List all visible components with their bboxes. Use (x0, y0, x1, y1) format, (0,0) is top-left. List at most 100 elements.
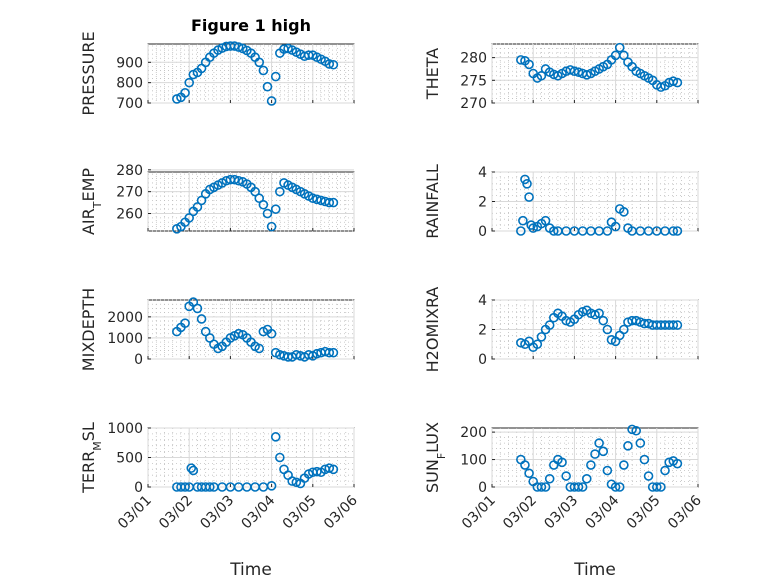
data-point (262, 81, 273, 92)
x-tick-label: 03/05 (624, 493, 664, 533)
y-tick-label: 0 (134, 480, 143, 496)
data-point (594, 308, 604, 319)
data-point (524, 468, 534, 479)
y-tick-label: 1000 (107, 421, 143, 437)
data-point (536, 332, 547, 342)
data-point (656, 82, 666, 92)
y-tick-label: 275 (460, 73, 487, 89)
data-point (602, 324, 613, 335)
data-point (672, 320, 683, 330)
data-point (581, 70, 592, 80)
data-point (262, 208, 273, 219)
data-point (619, 324, 629, 335)
data-point (186, 463, 197, 473)
y-axis-label: THETA (423, 48, 442, 100)
x-tick-label: 03/06 (321, 492, 361, 532)
data-point (258, 65, 269, 76)
data-point (672, 77, 683, 88)
axes-7: 0 500 1000 03/01 03/02 03/03 03/04 03/05 03/06 Ti… (79, 421, 361, 580)
data-point (631, 315, 642, 326)
y-tick-label: 200 (460, 425, 487, 441)
data-point (590, 309, 600, 320)
axes-1: 700 800 900 PRESSURE (79, 31, 355, 116)
data-point (619, 460, 629, 470)
y-axis-label: SUNFLUX (423, 422, 448, 493)
x-tick-label: 03/02 (156, 493, 196, 533)
axes-8: 0 100 200 03/01 03/02 03/03 03/04 03/05 03/06 Tim… (423, 422, 705, 580)
data-point (184, 213, 194, 223)
data-point (598, 315, 609, 326)
y-tick-label: 4 (478, 165, 487, 181)
y-tick-label: 500 (116, 451, 143, 467)
data-point (540, 215, 551, 226)
data-point (250, 186, 260, 197)
data-point (205, 482, 215, 492)
y-axis-label: MIXDEPTH (79, 288, 98, 371)
data-point (291, 477, 302, 488)
data-point (668, 226, 679, 236)
data-point (229, 41, 240, 51)
y-tick-label: 270 (116, 185, 143, 201)
data-point (233, 42, 244, 52)
data-point (627, 424, 637, 435)
data-point (619, 50, 629, 61)
data-point (602, 226, 613, 236)
x-tick-label: 03/05 (280, 493, 320, 533)
x-tick-label: 03/04 (583, 492, 623, 532)
data-point (324, 347, 335, 358)
data-point (184, 77, 194, 88)
data-point (651, 482, 662, 492)
data-point (598, 446, 609, 457)
data-point (324, 463, 335, 473)
data-point (548, 226, 559, 236)
data-point (614, 482, 625, 492)
x-tick-label: 03/04 (239, 492, 279, 532)
data-point (266, 481, 277, 491)
data-point (528, 223, 539, 233)
y-tick-label: 270 (460, 96, 487, 112)
y-tick-label: 700 (116, 96, 143, 112)
data-point (254, 193, 265, 204)
y-tick-label: 2 (478, 195, 487, 211)
data-point (524, 192, 534, 202)
y-axis-label: RAINFALL (423, 164, 442, 239)
data-point (668, 320, 679, 330)
data-point (540, 482, 551, 492)
data-point (557, 457, 567, 468)
data-point (192, 202, 203, 212)
data-point (324, 197, 335, 208)
data-point (524, 59, 534, 70)
data-point (196, 195, 207, 206)
data-point (561, 471, 571, 481)
data-point (192, 303, 203, 314)
data-point (577, 482, 588, 492)
data-point (180, 318, 190, 328)
data-point (635, 438, 646, 448)
data-point (266, 328, 277, 339)
data-point (536, 70, 547, 81)
data-point (594, 438, 604, 448)
axes-frame (147, 171, 355, 232)
data-point (619, 207, 629, 217)
y-axis-label: TERRMSL (79, 422, 104, 494)
data-point (586, 460, 596, 470)
data-point (639, 454, 650, 465)
y-axis-label: PRESSURE (79, 31, 98, 115)
data-point (610, 482, 621, 492)
data-point (672, 458, 683, 469)
data-point (328, 59, 339, 70)
data-point (254, 57, 265, 68)
data-point (266, 96, 277, 106)
y-tick-label: 0 (134, 352, 143, 368)
data-point (328, 347, 339, 358)
data-point (573, 482, 584, 492)
data-point (275, 452, 285, 463)
x-tick-label: 03/01 (115, 493, 155, 533)
data-point (270, 432, 281, 442)
data-point (565, 65, 576, 75)
data-point (520, 460, 530, 470)
data-point (668, 76, 679, 87)
figure-title: Figure 1 high (191, 16, 311, 35)
data-point (180, 88, 190, 98)
data-point (623, 441, 633, 451)
